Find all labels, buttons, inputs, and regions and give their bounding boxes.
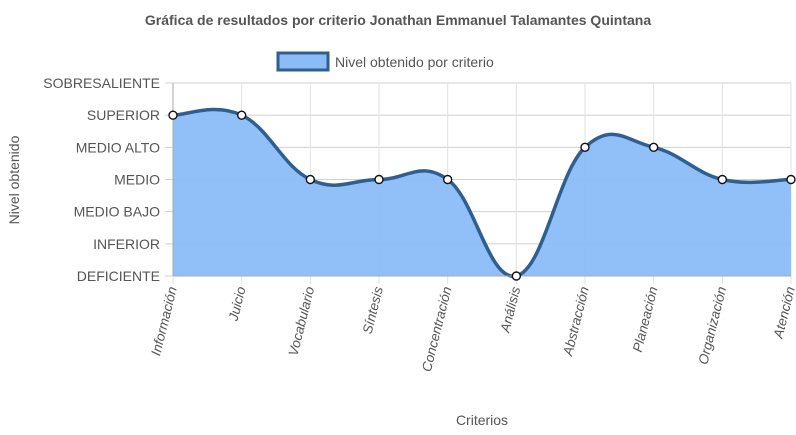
y-axis-title: Nivel obtenido	[6, 135, 22, 224]
legend-swatch	[276, 51, 330, 72]
y-axis-ticks: DEFICIENTE INFERIOR MEDIO BAJO MEDIO MEDIO A…	[43, 75, 160, 284]
x-axis-ticks: Información Juicio Vocabulario Síntesis Conc…	[148, 285, 796, 374]
x-tick-label: Información	[148, 285, 180, 357]
data-point[interactable]	[305, 174, 316, 185]
x-tick-label: Organización	[695, 285, 729, 366]
data-point[interactable]	[374, 174, 384, 185]
x-tick-label: Concentración	[419, 285, 455, 373]
data-point[interactable]	[580, 142, 590, 153]
y-tick-label: INFERIOR	[93, 236, 160, 252]
data-point[interactable]	[511, 271, 522, 281]
series-area	[172, 107, 792, 278]
data-point[interactable]	[168, 110, 178, 120]
data-point[interactable]	[717, 174, 728, 185]
chart-title: Gráfica de resultados por criterio Jonat…	[145, 12, 651, 28]
legend[interactable]: Nivel obtenido por criterio	[276, 51, 494, 72]
x-axis-title: Criterios	[456, 412, 508, 428]
y-tick-label: SUPERIOR	[87, 107, 160, 123]
x-tick-label: Síntesis	[360, 285, 386, 335]
y-tick-label: MEDIO ALTO	[76, 139, 160, 155]
x-tick-label: Vocabulario	[286, 285, 318, 358]
y-tick-label: MEDIO	[114, 172, 160, 188]
x-tick-label: Atención	[770, 285, 796, 341]
data-point[interactable]	[648, 142, 659, 153]
x-tick-label: Planeación	[630, 285, 661, 353]
y-tick-label: SOBRESALIENTE	[43, 75, 160, 91]
series-fill	[173, 109, 791, 277]
data-point[interactable]	[236, 110, 247, 120]
x-tick-label: Análisis	[497, 285, 523, 335]
data-point[interactable]	[786, 174, 796, 185]
series-line	[172, 107, 792, 278]
x-tick-label: Abstracción	[560, 285, 592, 358]
y-tick-label: MEDIO BAJO	[74, 204, 160, 220]
y-tick-label: DEFICIENTE	[77, 268, 160, 284]
x-tick-label: Juicio	[225, 285, 248, 324]
legend-label: Nivel obtenido por criterio	[335, 54, 494, 70]
data-points	[168, 110, 796, 281]
data-point[interactable]	[442, 174, 453, 185]
